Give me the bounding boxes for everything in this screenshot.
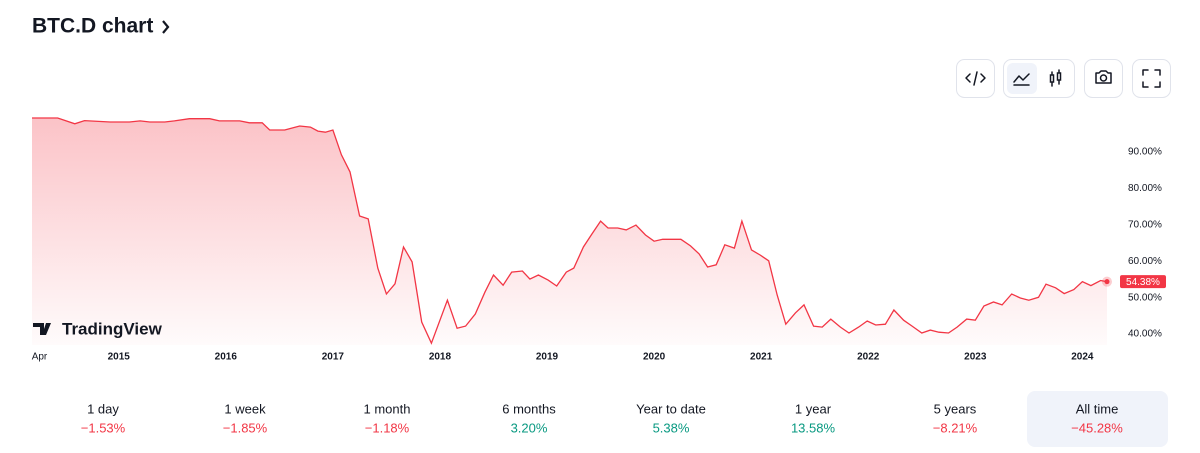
candle-style-button[interactable] [1040, 63, 1070, 94]
period-label: Year to date [636, 401, 706, 416]
fullscreen-button[interactable] [1132, 59, 1171, 98]
period-change: −45.28% [1071, 420, 1123, 435]
x-tick-label: 2020 [643, 352, 666, 363]
plot-area: 40.00% 50.00% 60.00% 70.00% 80.00% 90.00% Apr 2… [32, 117, 1166, 363]
y-tick-label: 90.00% [1128, 147, 1162, 158]
y-tick-label: 80.00% [1128, 183, 1162, 194]
period-tab[interactable]: All time −45.28% [1027, 391, 1168, 447]
period-change: 3.20% [511, 420, 548, 435]
y-tick-label: 60.00% [1128, 256, 1162, 267]
x-tick-label: 2018 [429, 352, 452, 363]
fullscreen-icon [1142, 69, 1161, 88]
x-tick-label: 2024 [1071, 352, 1094, 363]
period-label: 6 months [502, 401, 556, 416]
period-label: 5 years [934, 401, 977, 416]
last-value-label: 54.38% [1126, 277, 1160, 288]
period-tab[interactable]: 1 day −1.53% [81, 401, 126, 435]
x-tick-label: 2022 [857, 352, 880, 363]
snapshot-button[interactable] [1084, 59, 1123, 98]
camera-lens [1099, 74, 1108, 82]
period-change: −1.53% [81, 420, 126, 435]
x-tick-label: 2016 [215, 352, 238, 363]
period-label: All time [1076, 401, 1119, 416]
camera-icon [1095, 70, 1112, 84]
watermark: TradingView [33, 319, 163, 338]
toolbar [956, 59, 1171, 98]
x-tick-label: 2019 [536, 352, 559, 363]
period-change: −1.85% [223, 420, 268, 435]
period-tab[interactable]: 6 months 3.20% [502, 401, 556, 435]
last-value-badge [1120, 275, 1166, 289]
chart-title[interactable]: BTC.D chart [32, 15, 153, 38]
embed-icon [965, 71, 986, 86]
y-tick-label: 50.00% [1128, 292, 1162, 303]
last-point [1104, 279, 1110, 285]
period-change: −8.21% [933, 420, 978, 435]
price-line [32, 117, 1108, 345]
period-tab[interactable]: 1 month −1.18% [364, 401, 411, 435]
title-chevron[interactable] [162, 20, 170, 34]
period-label: 1 month [364, 401, 411, 416]
x-tick-label: 2021 [750, 352, 773, 363]
period-tab[interactable]: 1 year 13.58% [791, 401, 836, 435]
period-tab[interactable]: Year to date 5.38% [636, 401, 706, 435]
period-row: 1 day −1.53% 1 week −1.85% 1 month −1.18% 6 mo… [81, 391, 1168, 447]
watermark-text: TradingView [62, 319, 163, 338]
period-label: 1 day [87, 401, 119, 416]
period-tab[interactable]: 5 years −8.21% [933, 401, 978, 435]
x-tick-label: 2023 [964, 352, 987, 363]
y-tick-label: 70.00% [1128, 219, 1162, 230]
area-fill [32, 118, 1107, 345]
x-tick-label: 2017 [322, 352, 345, 363]
line-style-icon [1013, 73, 1030, 86]
x-tick-label: Apr [32, 352, 48, 363]
period-change: 5.38% [653, 420, 690, 435]
period-change: 13.58% [791, 420, 836, 435]
active-tab-bg [1027, 391, 1168, 447]
y-tick-label: 40.00% [1128, 329, 1162, 340]
x-tick-label: 2015 [108, 352, 131, 363]
period-label: 1 year [795, 401, 832, 416]
period-change: −1.18% [365, 420, 410, 435]
period-label: 1 week [224, 401, 266, 416]
period-tab[interactable]: 1 week −1.85% [223, 401, 268, 435]
